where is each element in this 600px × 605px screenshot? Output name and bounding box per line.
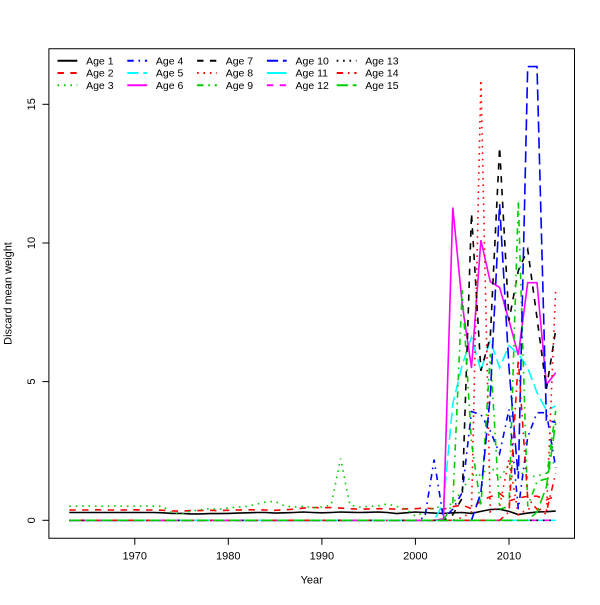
svg-text:Age 10: Age 10 [296, 56, 329, 68]
svg-text:Age 1: Age 1 [86, 56, 114, 68]
svg-text:2000: 2000 [403, 551, 427, 563]
svg-text:2010: 2010 [497, 551, 521, 563]
svg-text:Year: Year [301, 575, 324, 587]
svg-text:5: 5 [26, 379, 38, 385]
svg-text:Age 6: Age 6 [156, 80, 184, 92]
svg-text:Age 13: Age 13 [365, 56, 398, 68]
svg-text:Age 3: Age 3 [86, 80, 114, 92]
svg-text:Age 11: Age 11 [296, 68, 329, 80]
svg-text:0: 0 [26, 517, 38, 523]
svg-text:1980: 1980 [216, 551, 240, 563]
svg-text:Age 2: Age 2 [86, 68, 114, 80]
svg-text:1970: 1970 [123, 551, 147, 563]
svg-text:Discard mean weight: Discard mean weight [3, 242, 15, 345]
svg-text:Age 15: Age 15 [365, 80, 398, 92]
svg-text:Age 9: Age 9 [226, 80, 254, 92]
svg-text:Age 8: Age 8 [226, 68, 254, 80]
svg-text:Age 7: Age 7 [226, 56, 254, 68]
svg-text:Age 4: Age 4 [156, 56, 184, 68]
svg-text:10: 10 [26, 237, 38, 249]
svg-text:1990: 1990 [310, 551, 334, 563]
svg-text:Age 5: Age 5 [156, 68, 184, 80]
svg-text:15: 15 [26, 98, 38, 110]
svg-text:Age 14: Age 14 [365, 68, 398, 80]
svg-text:Age 12: Age 12 [296, 80, 329, 92]
